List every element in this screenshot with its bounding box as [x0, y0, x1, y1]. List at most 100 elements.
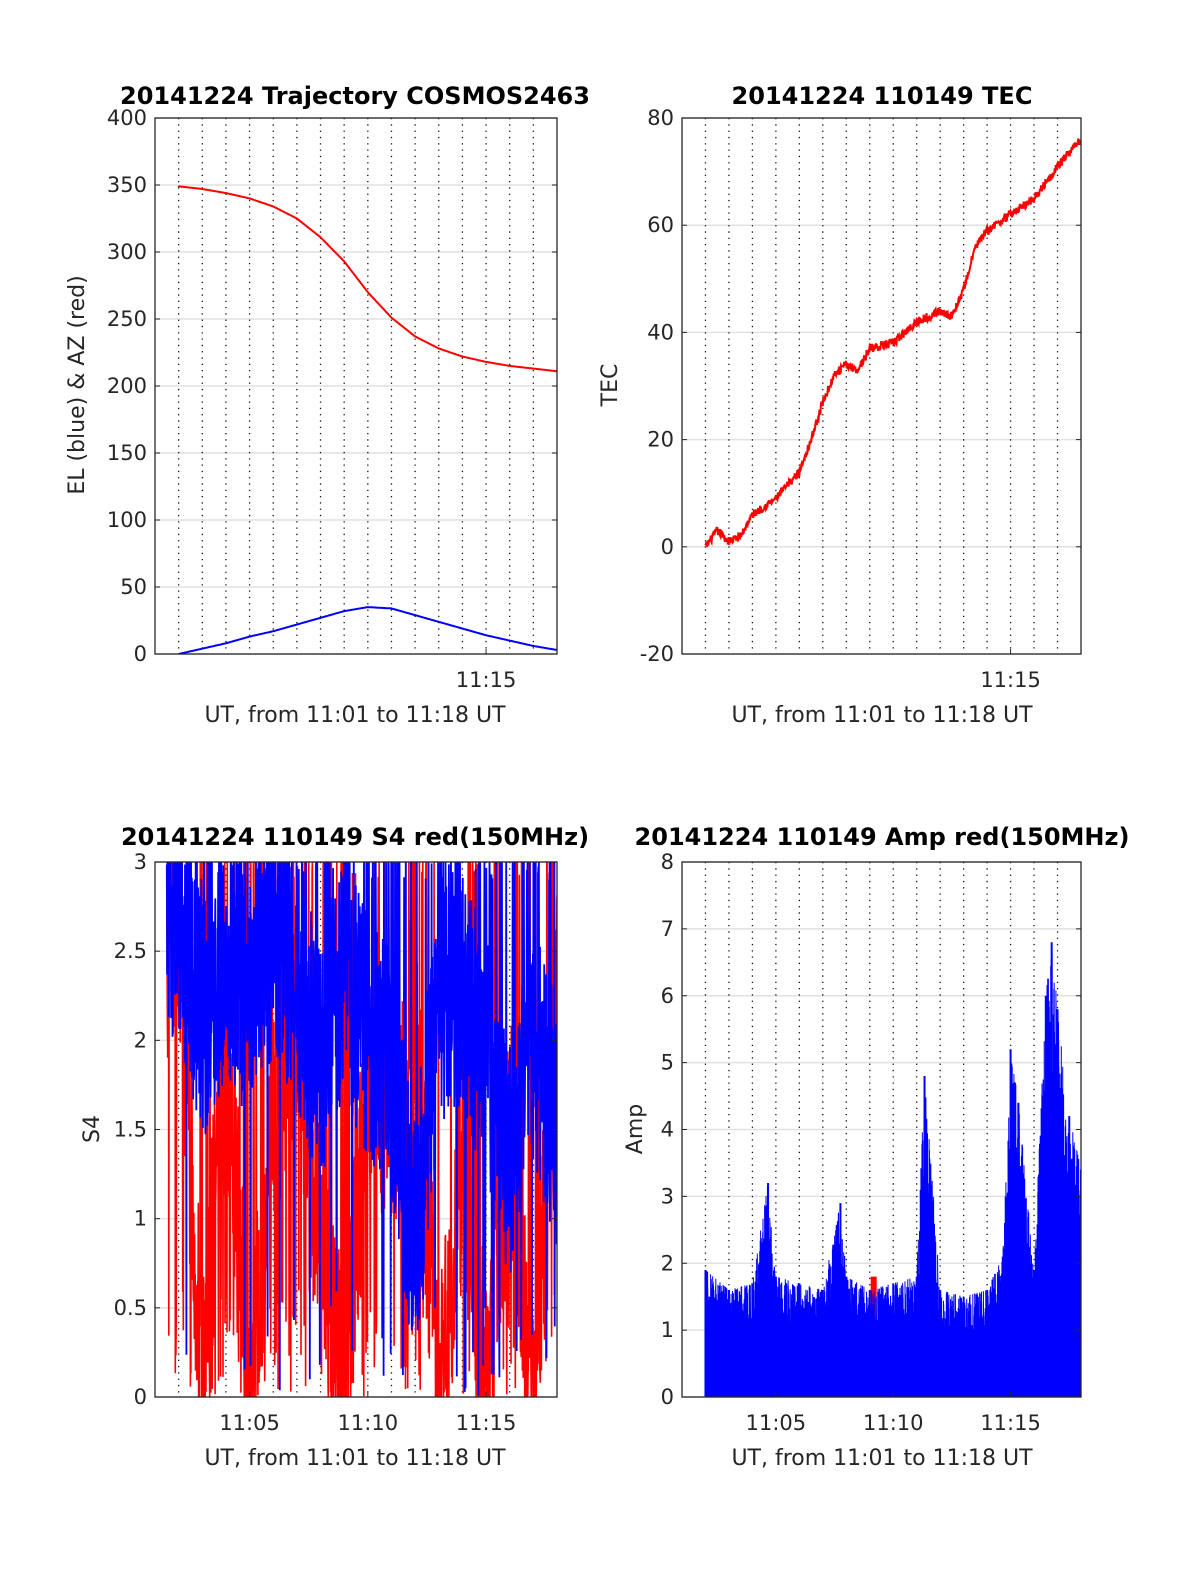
- s4-axes-box: [154, 861, 558, 1398]
- tec-data-point: [728, 540, 730, 543]
- s4-data-point: [532, 1039, 535, 1042]
- trajectory-ytick-label: 300: [107, 240, 147, 264]
- tec-data-point: [810, 438, 812, 441]
- trajectory-axes: 0 50 100 150 200 250 300 350 400 11:15: [107, 106, 558, 692]
- amp-title: 20141224 110149 Amp red(150MHz): [635, 823, 1130, 851]
- trajectory-data-point: [272, 630, 275, 633]
- s4-data-point: [272, 932, 275, 935]
- tec-data-point: [1056, 165, 1059, 168]
- s4-data-point: [319, 1057, 322, 1059]
- trajectory-data-point: [319, 236, 322, 239]
- tec-data-point: [868, 347, 871, 350]
- amp-axes: 0 1 2 3 4 5 6 7 8 11:05 11:10 11:15: [661, 850, 1082, 1435]
- tec-ytick-label: 20: [647, 428, 674, 452]
- amp-axes-box: [681, 861, 1082, 1398]
- trajectory-series-line-1: [178, 606, 557, 654]
- panel-s4: 20141224 110149 S4 red(150MHz) 0 0.5 1 1.5 2…: [80, 823, 589, 1471]
- tec-data-point: [857, 369, 859, 371]
- tec-data-point: [751, 513, 754, 516]
- trajectory-ytick-label: 50: [120, 575, 147, 599]
- trajectory-ytick-label: 150: [107, 441, 147, 465]
- trajectory-title: 20141224 Trajectory COSMOS2463: [120, 82, 590, 110]
- amp-ytick-label: 8: [661, 850, 674, 874]
- tec-xlabel: UT, from 11:01 to 11:18 UT: [731, 703, 1033, 728]
- trajectory-data-point: [508, 365, 511, 367]
- tec-ylabel: TEC: [598, 364, 623, 408]
- tec-ytick-label: -20: [640, 642, 674, 666]
- trajectory-data-point: [319, 617, 322, 619]
- tec-grid: [682, 117, 1081, 655]
- panel-tec: 20141224 110149 TEC -20 0 20 40 60 80 11:15 UT…: [598, 82, 1082, 728]
- tec-data-point: [798, 470, 801, 473]
- amp-xtick-label: 11:15: [980, 1411, 1041, 1435]
- trajectory-series-line-0: [178, 185, 557, 373]
- s4-data-point: [461, 1164, 464, 1166]
- amp-ytick-label: 6: [661, 984, 674, 1008]
- amp-series: [704, 942, 1081, 1397]
- amp-ytick-label: 2: [661, 1251, 674, 1275]
- trajectory-ylabel: EL (blue) & AZ (red): [65, 275, 90, 494]
- tec-data-point: [1009, 213, 1012, 216]
- tec-data-point: [892, 342, 895, 344]
- s4-data-point: [508, 1164, 511, 1166]
- s4-ytick-label: 3: [134, 850, 147, 874]
- s4-ytick-label: 1: [134, 1207, 147, 1231]
- tec-data-point: [962, 288, 965, 291]
- trajectory-data-point: [485, 361, 487, 363]
- trajectory-ytick-label: 100: [107, 508, 147, 532]
- s4-data-point: [225, 950, 227, 952]
- tec-title: 20141224 110149 TEC: [732, 82, 1033, 110]
- tec-data-point: [939, 310, 941, 312]
- panel-trajectory: 20141224 Trajectory COSMOS2463 0 50 100 150…: [65, 82, 590, 728]
- trajectory-data-point: [296, 217, 298, 220]
- trajectory-ytick-label: 0: [134, 642, 147, 666]
- tec-ytick-label: 60: [647, 213, 674, 237]
- panel-amp: 20141224 110149 Amp red(150MHz) 0 1 2 3 4 5 6 7…: [623, 823, 1129, 1471]
- amp-ytick-label: 1: [661, 1318, 674, 1342]
- tec-axes: -20 0 20 40 60 80 11:15: [640, 106, 1082, 692]
- s4-data-point: [201, 1021, 204, 1024]
- s4-data-point: [343, 968, 345, 970]
- trajectory-data-point: [390, 607, 393, 610]
- trajectory-data-point: [225, 642, 227, 645]
- trajectory-axes-box: [154, 117, 558, 655]
- tec-data-point: [951, 315, 953, 318]
- tec-data-point: [833, 374, 836, 377]
- s4-data-point: [485, 1057, 487, 1059]
- trajectory-grid: [155, 117, 557, 655]
- tec-data-point: [974, 245, 977, 248]
- trajectory-xlabel: UT, from 11:01 to 11:18 UT: [204, 703, 506, 728]
- tec-data-point: [915, 320, 918, 323]
- trajectory-data-point: [225, 192, 227, 194]
- amp-ytick-label: 0: [661, 1385, 674, 1409]
- trajectory-data-point: [201, 188, 204, 190]
- tec-data-point: [1033, 197, 1035, 200]
- tec-series-line-0: [704, 138, 1081, 547]
- amp-ytick-label: 7: [661, 917, 674, 941]
- tec-data-point: [739, 535, 742, 537]
- tec-data-point: [775, 497, 777, 500]
- trajectory-data-point: [177, 185, 180, 188]
- trajectory-ytick-label: 200: [107, 374, 147, 398]
- s4-xlabel: UT, from 11:01 to 11:18 UT: [204, 1446, 506, 1471]
- trajectory-data-point: [296, 623, 298, 626]
- trajectory-series: [177, 185, 557, 654]
- s4-ylabel: S4: [80, 1115, 105, 1143]
- s4-ytick-label: 0.5: [114, 1296, 147, 1320]
- trajectory-data-point: [532, 645, 535, 647]
- trajectory-data-point: [390, 316, 393, 319]
- s4-axes: 0 0.5 1 1.5 2 2.5 3 11:05 11:10 11:15: [114, 850, 558, 1435]
- s4-data-point: [177, 914, 180, 917]
- trajectory-data-point: [367, 291, 369, 294]
- trajectory-data-point: [248, 197, 251, 200]
- trajectory-data-point: [201, 647, 204, 650]
- s4-data-point: [461, 986, 464, 988]
- s4-data-point: [296, 986, 298, 988]
- tec-data-point: [845, 363, 848, 366]
- s4-series: [165, 862, 557, 1397]
- trajectory-data-point: [508, 639, 511, 642]
- s4-data-point: [414, 1235, 416, 1238]
- trajectory-data-point: [343, 260, 345, 263]
- amp-xtick-label: 11:10: [863, 1411, 924, 1435]
